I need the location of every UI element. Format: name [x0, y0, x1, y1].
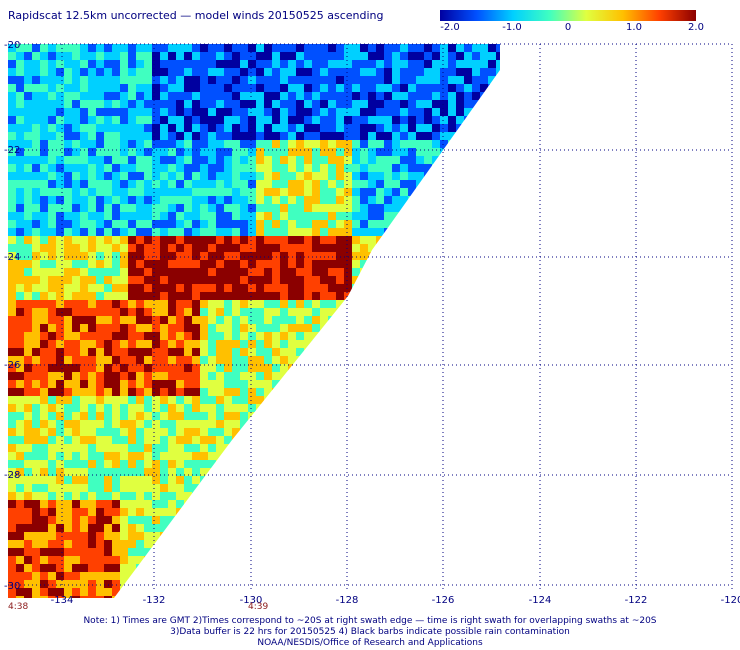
colorbar-gradient — [440, 10, 696, 21]
colorbar-label-neg1: -1.0 — [502, 22, 522, 33]
time-label-left: 4:38 — [8, 602, 29, 612]
time-label-center: 4:39 — [248, 602, 269, 612]
lon-tick-label: -130 — [240, 595, 263, 606]
latitude-labels: -20 -22 -24 -26 -28 -30 — [4, 40, 20, 592]
map-title: Rapidscat 12.5km uncorrected — model win… — [8, 9, 384, 22]
colorbar-label-min: -2.0 — [440, 22, 460, 33]
lon-tick-label: -122 — [625, 595, 648, 606]
colorbar-label-max: 2.0 — [688, 22, 704, 33]
colorbar-label-zero: 0 — [564, 22, 572, 33]
colorbar-label-pos1: 1.0 — [626, 22, 642, 33]
longitude-labels: -134 -132 -130 -128 -126 -124 -122 -120 — [51, 595, 740, 606]
footnote-line-2: 3)Data buffer is 22 hrs for 20150525 4) … — [170, 627, 570, 637]
lat-lon-grid — [8, 43, 733, 590]
lon-tick-label: -128 — [336, 595, 359, 606]
footnote-line-1: Note: 1) Times are GMT 2)Times correspon… — [83, 616, 657, 626]
lon-tick-label: -126 — [432, 595, 455, 606]
lon-tick-label: -124 — [529, 595, 552, 606]
wind-difference-field — [8, 44, 500, 598]
lat-tick-label: -28 — [4, 470, 20, 481]
lon-tick-label: -134 — [51, 595, 74, 606]
lat-tick-label: -30 — [4, 581, 20, 592]
lat-tick-label: -26 — [4, 360, 20, 371]
lat-tick-label: -24 — [4, 252, 20, 263]
lat-tick-label: -22 — [4, 145, 20, 156]
footnote-credit: NOAA/NESDIS/Office of Research and Appli… — [257, 638, 483, 648]
lon-tick-label: -132 — [143, 595, 166, 606]
lat-tick-label: -20 — [4, 40, 20, 51]
lon-tick-label: -120 — [721, 595, 740, 606]
